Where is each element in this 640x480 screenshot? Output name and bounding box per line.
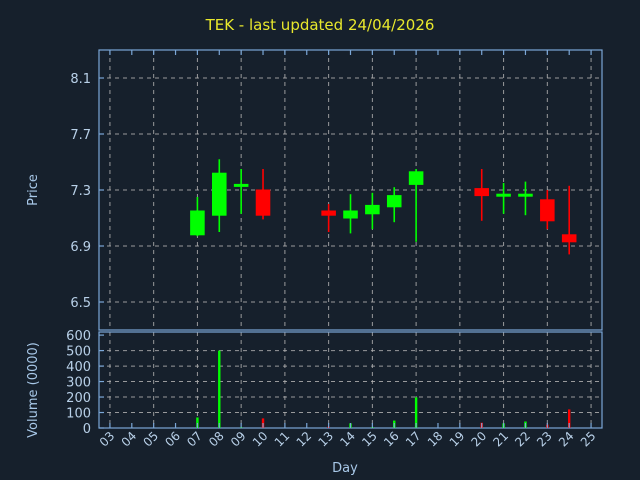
candle-body — [190, 210, 205, 236]
candle-body — [365, 204, 380, 215]
x-tick-label: 13 — [315, 429, 336, 450]
volume-plot-background — [99, 332, 602, 428]
candlestick — [408, 169, 424, 242]
price-axis-label: Price — [26, 174, 41, 206]
x-tick-label: 17 — [403, 429, 424, 450]
volume-y-tick: 0 — [83, 422, 91, 437]
candle-body — [255, 189, 271, 216]
x-tick-label: 24 — [556, 429, 577, 450]
candle-body — [540, 199, 555, 222]
candle-body — [496, 193, 511, 197]
x-tick-label: 15 — [359, 429, 380, 450]
candle-body — [408, 171, 424, 185]
candlestick — [561, 185, 577, 255]
candlestick — [386, 187, 402, 223]
candlestick — [540, 190, 555, 230]
x-tick-label: 23 — [534, 429, 555, 450]
x-tick-label: 21 — [490, 429, 511, 450]
price-panel: 8.1 7.7 7.3 6.9 6.5 — [70, 49, 603, 331]
candle-body — [212, 172, 227, 216]
price-y-tick: 6.5 — [70, 296, 91, 311]
volume-y-tick: 100 — [66, 407, 91, 422]
price-y-tick: 6.9 — [70, 240, 91, 255]
candle-body — [321, 210, 336, 216]
volume-y-tick: 300 — [66, 376, 91, 391]
volume-y-tick: 400 — [66, 360, 91, 375]
volume-gridlines — [99, 332, 602, 429]
x-tick-label: 14 — [337, 429, 358, 450]
x-tick-label: 10 — [250, 429, 271, 450]
volume-y-tick: 600 — [66, 329, 91, 344]
x-tick-label: 20 — [469, 429, 490, 450]
candle-body — [233, 183, 249, 187]
x-tick-label: 05 — [140, 429, 161, 450]
x-tick-label: 19 — [447, 429, 468, 450]
candlestick — [343, 194, 358, 234]
candle-body — [386, 195, 402, 208]
candlestick — [255, 169, 271, 220]
x-tick-label: 09 — [228, 429, 249, 450]
price-y-tick-labels: 8.1 7.7 7.3 6.9 6.5 — [70, 72, 91, 311]
candle-series — [190, 159, 577, 255]
candlestick — [496, 183, 511, 214]
candle-body — [474, 188, 489, 197]
candlestick — [233, 169, 249, 214]
x-tick-label: 06 — [162, 429, 183, 450]
x-axis-label: Day — [332, 461, 358, 476]
candlestick — [474, 169, 489, 221]
candlestick — [321, 204, 336, 232]
candlestick — [190, 197, 205, 237]
x-tick-label: 25 — [578, 429, 599, 450]
x-tick-label: 03 — [97, 429, 118, 450]
volume-y-tick: 200 — [66, 391, 91, 406]
x-tick-labels: 03 04 05 06 07 08 09 10 11 12 13 14 15 16 17 18 19 20 21 22… — [97, 50, 599, 450]
x-tick-label: 12 — [294, 429, 315, 450]
volume-axis-label: Volume (0000) — [26, 342, 41, 438]
candle-body — [561, 234, 577, 243]
price-y-tick: 7.7 — [70, 128, 91, 143]
price-y-tick: 8.1 — [70, 72, 91, 87]
candlestick — [365, 192, 380, 230]
x-tick-label: 16 — [381, 429, 402, 450]
candlestick — [212, 159, 227, 232]
x-tick-label: 07 — [184, 429, 205, 450]
x-tick-label: 18 — [425, 429, 446, 450]
chart-title: TEK - last updated 24/04/2026 — [205, 16, 435, 34]
candle-body — [343, 210, 358, 219]
candlestick — [518, 181, 533, 216]
price-y-tick: 7.3 — [70, 184, 91, 199]
x-tick-label: 22 — [512, 429, 533, 450]
x-tick-label: 11 — [272, 429, 293, 450]
volume-y-tick: 500 — [66, 345, 91, 360]
x-tick-label: 04 — [119, 429, 140, 450]
x-tick-label: 08 — [206, 429, 227, 450]
price-gridlines — [99, 50, 602, 330]
candle-body — [518, 193, 533, 197]
